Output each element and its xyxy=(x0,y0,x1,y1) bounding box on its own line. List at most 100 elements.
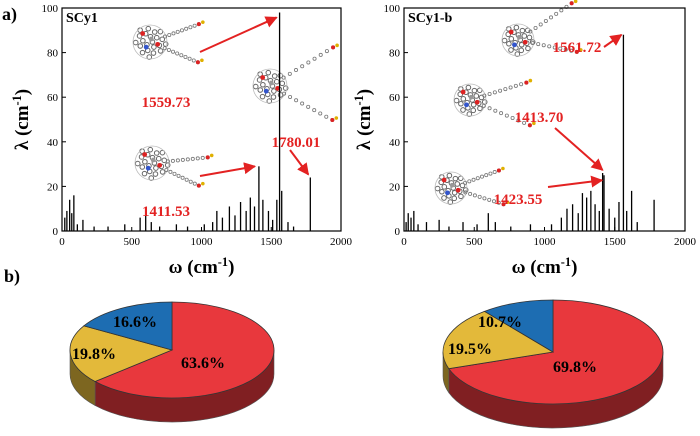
atom-ring xyxy=(138,154,145,160)
molecule-illustration xyxy=(132,20,205,65)
chain-atom xyxy=(168,169,173,174)
chain-atom xyxy=(171,49,176,54)
end-atom xyxy=(196,22,201,27)
cluster-outline xyxy=(132,24,168,60)
chain-atom xyxy=(184,26,189,31)
pie-slice-label: 10.7% xyxy=(478,314,522,331)
x-tick-label: 1500 xyxy=(604,236,627,248)
atom-ring xyxy=(501,37,508,44)
chain-atom xyxy=(288,94,293,99)
chain-atom xyxy=(519,82,524,87)
chain-atom xyxy=(287,71,292,76)
atom-ring xyxy=(159,149,166,156)
chain-atom xyxy=(493,108,498,113)
chain-atom xyxy=(513,83,518,88)
chain-atom xyxy=(180,157,185,162)
y-tick-label: 100 xyxy=(42,3,59,15)
atom-ring xyxy=(459,182,466,189)
atom-ring xyxy=(279,80,286,87)
atom-ring xyxy=(525,45,531,52)
atom-ring xyxy=(453,97,460,104)
chain-atom xyxy=(477,194,482,199)
atom-ring xyxy=(159,169,166,175)
y-tick-label: 100 xyxy=(384,3,401,15)
end-atom xyxy=(573,0,578,4)
peak-annotation: 1561.72 xyxy=(553,40,602,56)
chain-atom xyxy=(530,40,535,45)
atom xyxy=(142,152,148,157)
chain-atom xyxy=(487,91,492,96)
chain-atom xyxy=(547,44,552,49)
atom xyxy=(516,34,522,40)
atom-ring xyxy=(434,185,441,192)
atom-ring xyxy=(458,100,464,107)
chain-atom xyxy=(563,47,568,52)
end-atom xyxy=(579,48,583,52)
peak-annotation: 1423.55 xyxy=(494,192,543,208)
end-atom xyxy=(205,155,210,160)
chain-atom xyxy=(166,47,171,52)
atom-ring xyxy=(159,36,166,43)
chain-atom xyxy=(300,64,305,69)
atom-ring xyxy=(147,146,154,153)
atom-ring xyxy=(477,105,483,112)
chain-atom xyxy=(467,179,472,184)
y-tick-label: 80 xyxy=(47,48,59,60)
chain-atom xyxy=(192,23,197,28)
chain-atom xyxy=(569,48,574,53)
pie-slice xyxy=(442,310,555,370)
chain-atom xyxy=(167,32,172,37)
chain-atom xyxy=(479,174,484,179)
atom-ring xyxy=(256,77,263,83)
end-atom xyxy=(334,116,339,120)
chain-atom xyxy=(482,196,487,201)
atom xyxy=(263,88,269,94)
cluster-outline xyxy=(453,83,487,117)
molecule-illustration xyxy=(134,145,214,188)
y-tick-label: 0 xyxy=(395,226,401,238)
end-atom xyxy=(335,43,339,48)
atom-ring xyxy=(151,44,157,50)
chain-atom xyxy=(481,103,486,108)
chain-atom xyxy=(463,180,468,185)
chain-atom xyxy=(558,46,563,51)
atom-ring xyxy=(452,175,459,182)
end-atom xyxy=(209,153,214,158)
chain-atom xyxy=(508,85,513,90)
x-axis-label: ω (cm-1) xyxy=(512,255,578,278)
atom-ring xyxy=(521,33,528,39)
atom-ring xyxy=(273,78,280,85)
chain-atom xyxy=(559,8,564,13)
y-tick-label: 20 xyxy=(47,181,59,193)
atom-ring xyxy=(271,73,278,79)
chain-atom xyxy=(185,157,190,162)
chain-atom xyxy=(179,53,184,58)
atom-ring xyxy=(519,27,526,34)
atom xyxy=(268,80,274,86)
peak-annotation: 1411.53 xyxy=(142,204,190,220)
atom xyxy=(464,102,469,108)
chain-atom xyxy=(176,173,181,178)
atom-ring xyxy=(508,36,515,42)
atom-ring xyxy=(470,107,477,114)
chain-atom xyxy=(492,170,497,175)
chain-atom xyxy=(180,175,185,180)
atom-ring xyxy=(252,83,259,90)
end-atom xyxy=(501,166,505,171)
atom-ring xyxy=(259,93,266,100)
atom-ring xyxy=(271,88,277,94)
atom-ring xyxy=(441,195,447,201)
x-tick-label: 0 xyxy=(401,236,407,248)
end-atom xyxy=(330,118,335,123)
atom-ring xyxy=(140,37,146,44)
chain-atom xyxy=(533,26,538,31)
atom-ring xyxy=(150,50,157,56)
chain-atom xyxy=(188,25,193,30)
chain-atom xyxy=(468,191,473,196)
pie-slice xyxy=(69,325,174,382)
atom-ring xyxy=(462,187,469,193)
chain-atom xyxy=(175,51,180,56)
atom-ring xyxy=(506,40,512,47)
atom-ring xyxy=(139,164,146,170)
